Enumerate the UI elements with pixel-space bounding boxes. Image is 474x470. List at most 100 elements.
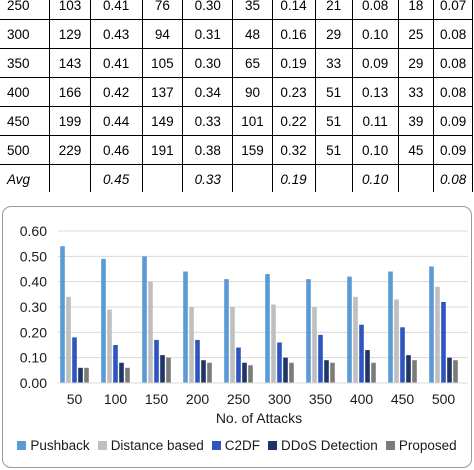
table-cell: 51 xyxy=(314,77,353,107)
table-cell: 0.32 xyxy=(271,135,316,165)
legend-label: Distance based xyxy=(110,437,204,453)
bar xyxy=(400,327,405,383)
table-cell: 65 xyxy=(232,48,273,78)
table-cell: 39 xyxy=(397,106,435,136)
table-cell: 101 xyxy=(232,106,273,136)
x-tick-label: 350 xyxy=(309,391,333,407)
x-tick-label: 450 xyxy=(391,391,415,407)
bar xyxy=(289,362,294,383)
legend-swatch xyxy=(97,440,107,450)
bar xyxy=(183,271,188,383)
table-row: 450 199 0.44 149 0.33 101 0.22 51 0.11 39 0.09 xyxy=(0,106,473,136)
table-cell: 143 xyxy=(49,48,91,78)
chart-frame xyxy=(2,206,472,468)
bar xyxy=(154,339,159,383)
bar xyxy=(60,246,65,383)
table-cell: 0.10 xyxy=(351,19,399,49)
table-cell: 0.23 xyxy=(271,77,316,107)
table-cell: 45 xyxy=(397,135,435,165)
bar xyxy=(125,367,130,383)
bar xyxy=(230,307,235,383)
bar xyxy=(359,324,364,383)
table-avg-row: Avg 0.45 0.33 0.19 0.10 0.08 xyxy=(0,164,473,192)
table-row: 300 129 0.43 94 0.31 48 0.16 29 0.10 25 0.08 xyxy=(0,19,473,49)
x-tick-label: 50 xyxy=(67,391,83,407)
table-cell: 51 xyxy=(314,135,353,165)
table-cell: 0.33 xyxy=(182,164,234,192)
bar xyxy=(107,309,112,383)
legend-label: Pushback xyxy=(30,437,90,453)
x-tick-label: 500 xyxy=(432,391,456,407)
y-tick-label: 0.40 xyxy=(20,274,47,290)
table-row-label: 300 xyxy=(0,19,51,49)
bar xyxy=(318,334,323,383)
table-cell: 129 xyxy=(49,19,91,49)
table-cell: 0.30 xyxy=(182,0,234,20)
x-tick-label: 200 xyxy=(186,391,210,407)
x-tick-label: 150 xyxy=(145,391,169,407)
bar xyxy=(207,362,212,383)
legend-label: Proposed xyxy=(398,437,457,453)
x-tick-label: 250 xyxy=(227,391,251,407)
y-tick-label: 0.60 xyxy=(20,223,47,239)
bar xyxy=(271,304,276,383)
table-row-label: 350 xyxy=(0,48,51,78)
legend-swatch xyxy=(211,440,221,450)
bar xyxy=(72,337,77,383)
table-cell: 33 xyxy=(314,48,353,78)
table-cell: 0.09 xyxy=(433,106,473,136)
legend-label: C2DF xyxy=(224,437,261,453)
bar xyxy=(330,362,335,383)
table-cell: 0.33 xyxy=(182,106,234,136)
table-cell: 0.41 xyxy=(89,0,143,20)
table-cell: 0.08 xyxy=(351,0,399,20)
bar xyxy=(435,286,440,383)
bar xyxy=(236,347,241,383)
table-row-label: 500 xyxy=(0,135,51,165)
legend-swatch xyxy=(17,440,27,450)
table-cell: 0.07 xyxy=(433,0,473,20)
table-row-label: 400 xyxy=(0,77,51,107)
legend-entry: C2DF xyxy=(211,437,261,453)
table-cell: 0.19 xyxy=(271,48,316,78)
table-cell: 48 xyxy=(232,19,273,49)
table-cell: 0.38 xyxy=(182,135,234,165)
table-row-label: 450 xyxy=(0,106,51,136)
bar xyxy=(406,355,411,383)
bar xyxy=(453,360,458,383)
table-row: 250 103 0.41 76 0.30 35 0.14 21 0.08 18 0.07 xyxy=(0,0,473,20)
bar xyxy=(101,258,106,383)
table-cell xyxy=(141,164,184,192)
bar xyxy=(312,307,317,383)
table-cell: 0.44 xyxy=(89,106,143,136)
table-cell: 137 xyxy=(141,77,184,107)
table-cell: 0.10 xyxy=(351,135,399,165)
x-tick-label: 300 xyxy=(268,391,292,407)
bar xyxy=(224,279,229,383)
bar xyxy=(248,365,253,383)
table-cell: 0.11 xyxy=(351,106,399,136)
table-cell: 0.45 xyxy=(89,164,143,192)
bar xyxy=(412,360,417,383)
legend-entry: DDoS Detection xyxy=(268,438,378,453)
table-cell: 90 xyxy=(232,77,273,107)
table-cell: 0.08 xyxy=(433,164,473,192)
bar xyxy=(113,345,118,383)
table-cell: 35 xyxy=(232,0,273,20)
bar xyxy=(441,301,446,383)
y-tick-label: 0.10 xyxy=(20,350,47,366)
legend-swatch xyxy=(268,440,278,450)
bar xyxy=(84,367,89,383)
bar xyxy=(277,342,282,383)
table-cell xyxy=(314,164,353,192)
x-tick-label: 400 xyxy=(350,391,374,407)
bar xyxy=(66,296,71,383)
x-axis-title: No. of Attacks xyxy=(216,410,302,426)
bar xyxy=(306,279,311,383)
bar xyxy=(148,281,153,383)
bar xyxy=(394,299,399,383)
bar xyxy=(388,271,393,383)
bar xyxy=(429,266,434,383)
x-tick-label: 100 xyxy=(104,391,128,407)
table-cell: 199 xyxy=(49,106,91,136)
